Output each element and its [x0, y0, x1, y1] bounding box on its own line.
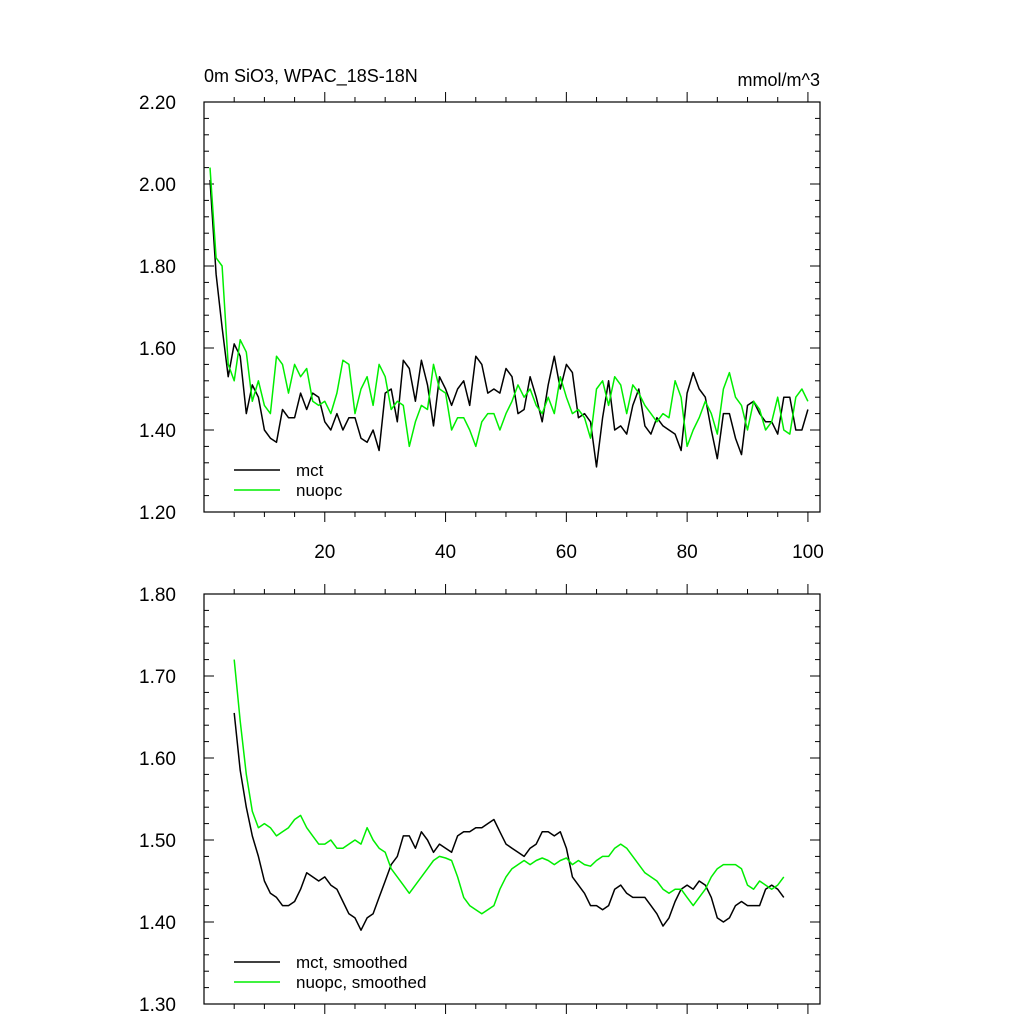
top-series: [209, 167, 809, 468]
bottom-legend: mct, smoothed nuopc, smoothed: [234, 953, 426, 992]
x-tick-label: 100: [792, 542, 824, 563]
bottom-plot-frame: [203, 593, 821, 1005]
legend-label-nuopc: nuopc: [296, 481, 343, 500]
legend-label-nuopc-smoothed: nuopc, smoothed: [296, 973, 426, 992]
bottom-panel: 1.30 1.40 1.50 1.60 1.70 1.80 mct, smoothed n…: [139, 584, 821, 1016]
x-tick-label: 80: [677, 542, 698, 563]
y-tick-label: 1.60: [139, 339, 176, 360]
y-tick-label: 1.60: [139, 749, 176, 770]
x-tick-label: 60: [556, 542, 577, 563]
top-ticks: 1.20 1.40 1.60 1.80 2.00 2.20 20 40 60 80 100: [139, 92, 824, 563]
series-line-nuopc-smoothed: [233, 659, 785, 915]
legend-label-mct: mct: [296, 461, 324, 480]
y-tick-label: 1.80: [139, 257, 176, 278]
top-panel: 0m SiO3, WPAC_18S-18N mmol/m^3 1.201.401…: [139, 66, 824, 563]
x-tick-label: 20: [314, 542, 335, 563]
series-line-mct-smoothed: [233, 712, 785, 931]
units-label: mmol/m^3: [738, 70, 820, 90]
bottom-ticks: 1.30 1.40 1.50 1.60 1.70 1.80: [139, 584, 820, 1016]
x-tick-label: 40: [435, 542, 456, 563]
y-tick-label: 1.50: [139, 831, 176, 852]
y-tick-label: 2.20: [139, 93, 176, 114]
y-tick-label: 1.40: [139, 913, 176, 934]
y-tick-label: 1.20: [139, 503, 176, 524]
series-line-nuopc: [209, 167, 809, 448]
top-plot-frame: [203, 101, 821, 513]
y-tick-label: 1.80: [139, 585, 176, 606]
y-tick-label: 1.40: [139, 421, 176, 442]
chart-title: 0m SiO3, WPAC_18S-18N: [204, 66, 418, 87]
legend-label-mct-smoothed: mct, smoothed: [296, 953, 408, 972]
y-tick-label: 1.30: [139, 995, 176, 1016]
y-tick-label: 1.70: [139, 667, 176, 688]
bottom-series: [233, 659, 785, 931]
y-tick-label: 2.00: [139, 175, 176, 196]
top-legend: mct nuopc: [234, 461, 343, 500]
series-line-mct: [209, 179, 809, 468]
